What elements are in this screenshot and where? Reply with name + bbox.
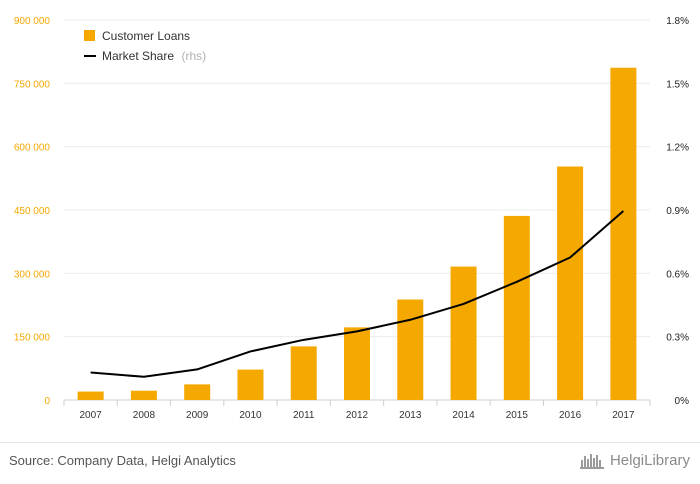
left-axis-tick-label: 750 000 [14,79,51,90]
left-axis-tick-label: 150 000 [14,333,51,344]
logo-text: HelgiLibrary [610,452,690,469]
left-axis-tick-label: 0 [44,396,50,407]
legend-swatch-customer-loans [84,30,95,41]
bar-series-customer-loans [78,68,637,400]
chart: 0 150 000 300 000 450 000 600 000 750 000 900 … [0,0,700,442]
bar [237,370,263,400]
right-axis-tick-label: 0.6% [666,269,689,280]
x-axis-tick-label: 2010 [239,410,262,421]
left-axis-tick-label: 300 000 [14,269,51,280]
bar [557,167,583,400]
footer: Source: Company Data, Helgi Analytics He… [0,442,700,484]
bar [397,300,423,400]
right-axis-tick-label: 1.2% [666,143,689,154]
x-axis: 2007 2008 2009 2010 2011 2012 2013 2014 2015 2016… [64,400,650,421]
x-axis-tick-label: 2016 [559,410,582,421]
bar [291,346,317,400]
x-axis-tick-label: 2011 [293,410,315,421]
library-icon [580,451,606,469]
legend: Customer Loans Market Share (rhs) [84,29,206,64]
bar [504,216,530,400]
right-axis-tick-label: 0.9% [666,206,689,217]
bar [610,68,636,400]
x-axis-tick-label: 2007 [80,410,103,421]
bar [451,267,477,400]
left-axis-tick-label: 600 000 [14,143,51,154]
bar [78,392,104,400]
bar [184,384,210,400]
legend-label-market-share-suffix: (rhs) [181,49,206,63]
bar [344,327,370,400]
legend-label-market-share-name: Market Share [102,49,174,63]
helgi-library-logo: HelgiLibrary [580,451,690,469]
x-axis-tick-label: 2013 [399,410,422,421]
x-axis-tick-label: 2015 [506,410,529,421]
right-axis: 0% 0.3% 0.6% 0.9% 1.2% 1.5% 1.8% [666,16,689,407]
x-axis-tick-label: 2008 [133,410,156,421]
right-axis-tick-label: 0% [675,396,690,407]
x-axis-tick-label: 2017 [612,410,635,421]
x-axis-tick-label: 2012 [346,410,369,421]
legend-label-customer-loans: Customer Loans [102,29,190,43]
right-axis-tick-label: 0.3% [666,333,689,344]
x-axis-tick-label: 2014 [452,410,475,421]
left-axis: 0 150 000 300 000 450 000 600 000 750 000 900 … [14,16,51,407]
right-axis-tick-label: 1.8% [666,16,689,27]
left-axis-tick-label: 450 000 [14,206,51,217]
source-text: Source: Company Data, Helgi Analytics [9,453,236,468]
bar [131,391,157,400]
x-axis-tick-label: 2009 [186,410,209,421]
right-axis-tick-label: 1.5% [666,79,689,90]
left-axis-tick-label: 900 000 [14,16,51,27]
legend-label-market-share: Market Share (rhs) [102,47,206,64]
